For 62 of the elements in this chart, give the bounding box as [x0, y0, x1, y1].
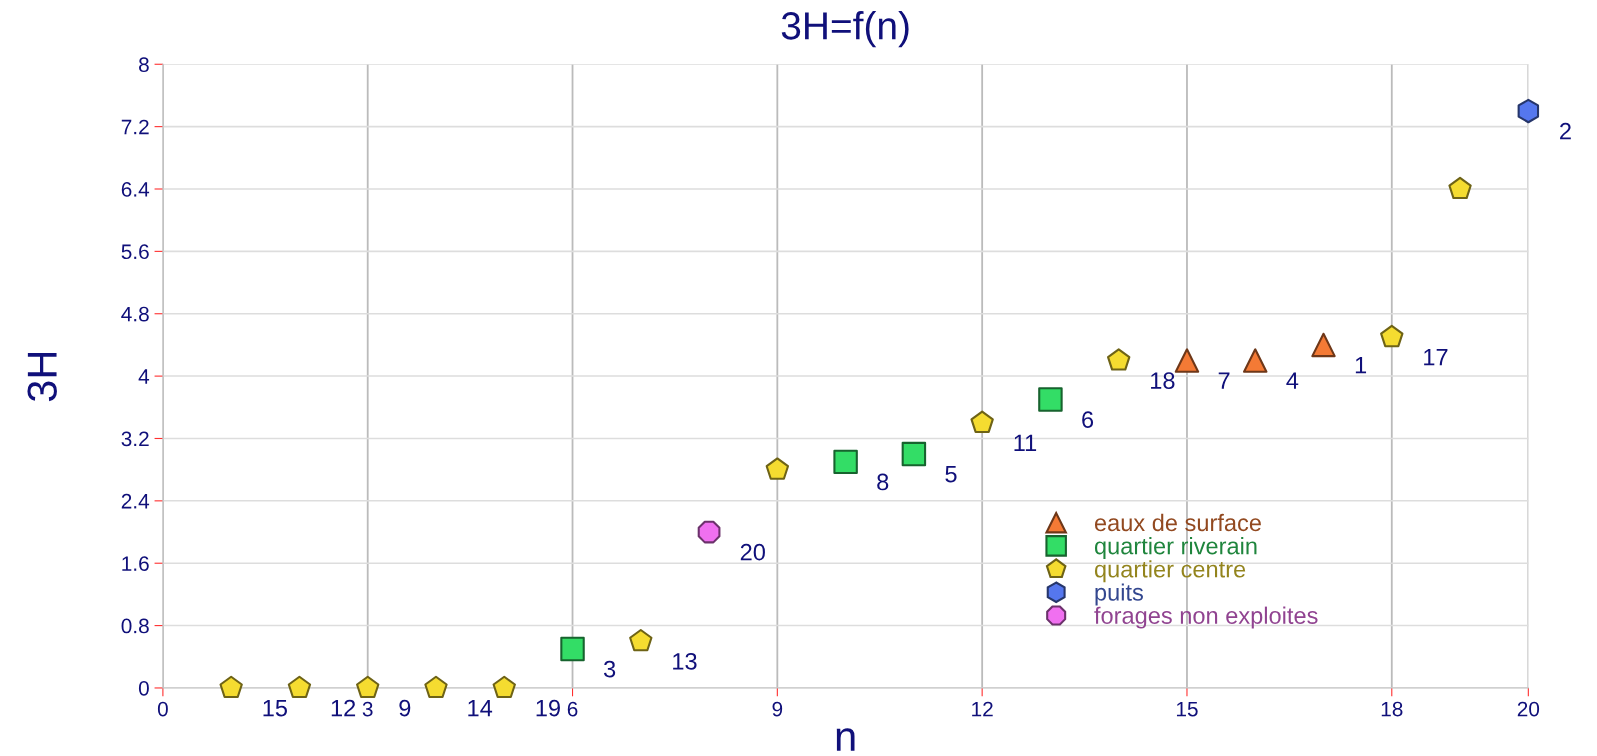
point: [970, 410, 994, 433]
point: [492, 675, 516, 699]
point: [629, 628, 653, 652]
x-axis-title: n: [836, 728, 855, 751]
y-tick-label: 6.4: [121, 182, 150, 197]
point: [901, 441, 927, 467]
y-tick-label: 7.2: [121, 119, 149, 135]
x-tick-label: 12: [972, 701, 993, 717]
point: [1107, 348, 1131, 371]
point: [1311, 332, 1336, 358]
point: [1038, 387, 1063, 412]
legend-label: eaux de surface: [1094, 513, 1261, 532]
y-tick-label: 1.6: [122, 556, 149, 571]
y-tick-label: 5.6: [121, 244, 149, 260]
annotation: 6: [1082, 411, 1094, 428]
point: [356, 675, 380, 699]
y-tick-label: 0.8: [121, 618, 149, 634]
annotation: 2: [1560, 122, 1571, 140]
y-tick-label: 8: [139, 57, 149, 73]
point: [697, 520, 721, 544]
y-tick-label: 0: [138, 680, 149, 696]
annotation: 18: [1151, 372, 1175, 389]
x-tick-label: 0: [157, 701, 168, 717]
point: [1517, 98, 1540, 124]
legend-label: puits: [1095, 583, 1143, 606]
y-tick-label: 4: [138, 369, 150, 384]
y-tick-label: 2.4: [121, 493, 150, 509]
point: [765, 457, 790, 480]
legend-label: quartier centre: [1094, 560, 1246, 583]
point: [1243, 348, 1268, 373]
x-tick-label: 6: [567, 701, 578, 717]
annotation: 5: [945, 466, 957, 483]
annotation: 7: [1218, 372, 1230, 389]
x-tick-label: 3: [362, 701, 373, 717]
annotation: 17: [1424, 349, 1448, 366]
annotation: 1: [1355, 356, 1367, 374]
legend-label: forages non exploites: [1094, 606, 1318, 629]
y-axis-title: 3H: [27, 352, 57, 402]
x-tick-label: 15: [1176, 701, 1198, 717]
point: [1174, 348, 1200, 373]
x-tick-label: 9: [772, 701, 783, 717]
point: [833, 449, 858, 475]
annotation: 14: [468, 699, 493, 717]
point: [1380, 324, 1404, 348]
y-tick-label: 4.8: [121, 306, 149, 322]
point: [219, 675, 243, 699]
annotation: 8: [877, 473, 889, 491]
y-tick-label: 3.2: [121, 431, 149, 447]
annotation: 13: [673, 652, 697, 670]
annotation: 4: [1286, 372, 1299, 389]
annotation: 20: [740, 543, 765, 561]
point: [560, 636, 585, 662]
annotation: 11: [1014, 434, 1037, 452]
x-tick-label: 18: [1381, 701, 1403, 717]
chart-title: 3H=f(n): [781, 11, 909, 48]
point: [1448, 176, 1472, 200]
annotation: 19: [536, 699, 560, 717]
point: [424, 675, 448, 699]
annotation: 3: [603, 660, 616, 678]
x-tick-label: 20: [1517, 701, 1540, 717]
point: [287, 675, 312, 699]
legend-label: quartier riverain: [1094, 537, 1257, 560]
